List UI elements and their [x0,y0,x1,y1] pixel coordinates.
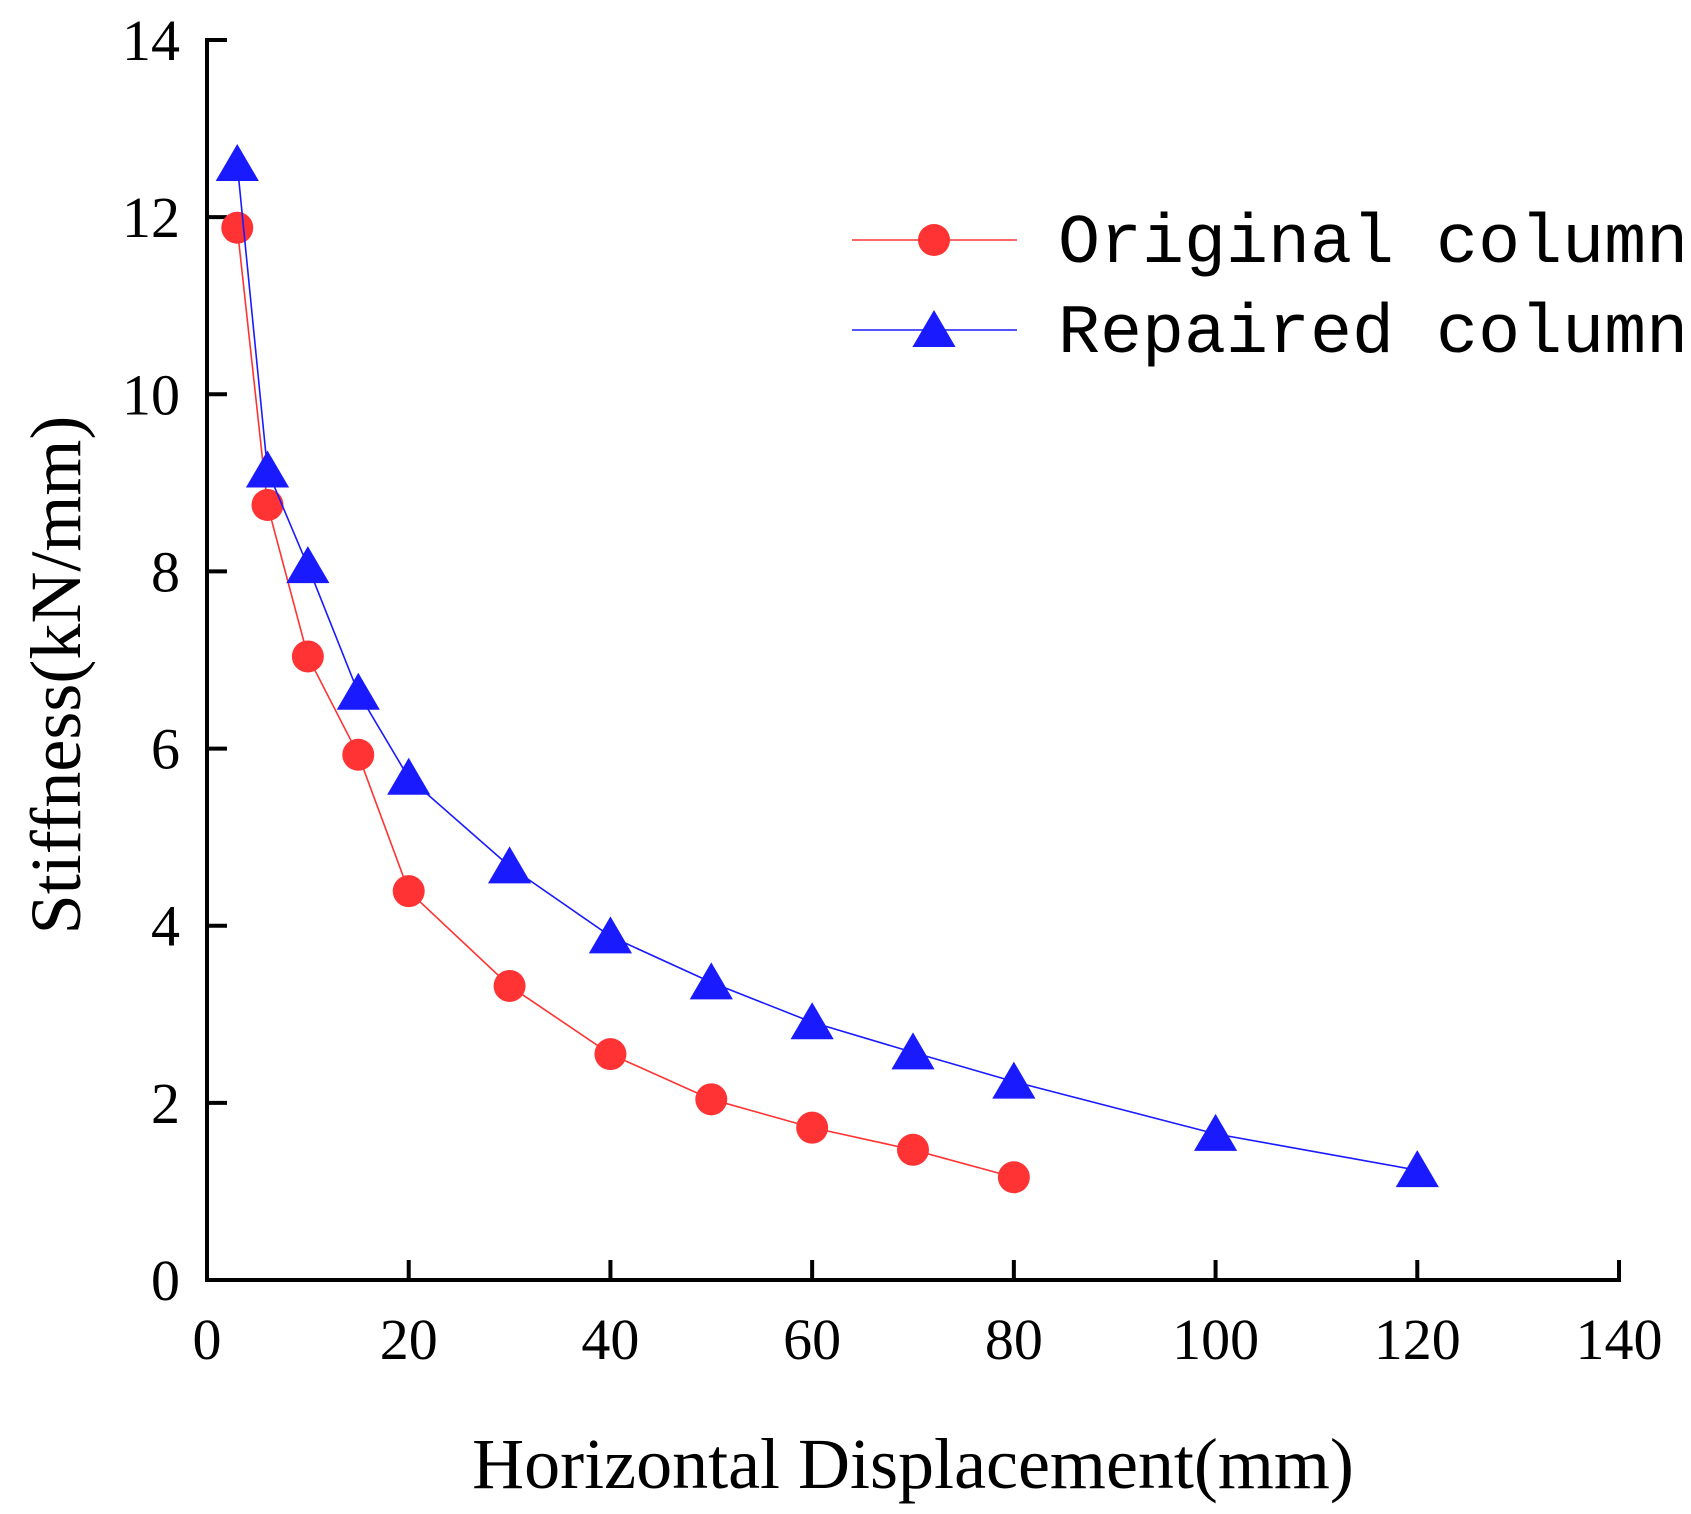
x-tick-label: 40 [581,1307,639,1372]
series-1 [221,211,1030,1194]
y-tick-label: 8 [151,539,180,604]
y-tick-label: 0 [151,1248,180,1313]
x-ticks: 0 20 40 60 80 100 120 140 [193,1260,1663,1372]
y-tick-label: 6 [151,717,180,782]
data-point [594,1038,627,1071]
data-point [588,916,633,954]
y-tick-label: 14 [122,8,180,73]
series-2 [215,144,1439,1188]
data-point [336,672,380,710]
data-point [342,738,375,771]
data-point [215,144,259,181]
y-ticks: 0 2 4 6 8 10 12 14 [122,8,227,1313]
data-point [291,640,324,673]
x-axis-title: Horizontal Displacement(mm) [472,1424,1354,1504]
data-point [992,1061,1036,1099]
series-layer [215,144,1439,1194]
legend-item: Repaired column [852,295,1688,374]
data-point [897,1133,929,1166]
data-point [245,450,290,488]
data-point [286,546,330,584]
legend: Original column Repaired column [852,205,1688,374]
x-tick-label: 60 [783,1307,841,1372]
data-point [487,846,532,884]
data-point [796,1111,829,1144]
y-tick-label: 2 [151,1071,180,1136]
data-point [1193,1113,1238,1151]
data-point [387,757,431,795]
data-point [251,489,284,521]
data-point [493,969,526,1002]
x-tick-label: 100 [1172,1307,1259,1372]
data-point [221,211,254,244]
y-tick-label: 12 [122,185,180,250]
y-tick-label: 4 [151,894,180,959]
x-tick-label: 120 [1374,1307,1461,1372]
data-point [392,875,425,908]
x-tick-label: 20 [380,1307,438,1372]
legend-label: Repaired column [1058,295,1688,374]
y-axis-title: Stiffness(kN/mm) [16,416,96,935]
legend-marker [918,224,950,256]
data-point [1395,1150,1439,1188]
data-point [695,1083,728,1116]
legend-label: Original column [1058,205,1688,284]
x-tick-label: 80 [985,1307,1043,1372]
legend-marker [912,310,956,347]
data-point [997,1161,1030,1194]
x-tick-label: 0 [193,1307,222,1372]
data-point [689,962,733,1000]
data-point [891,1032,935,1070]
y-tick-label: 10 [122,362,180,427]
data-point [790,1002,834,1040]
legend-item: Original column [852,205,1688,284]
x-tick-label: 140 [1576,1307,1663,1372]
axes [205,38,1621,1282]
